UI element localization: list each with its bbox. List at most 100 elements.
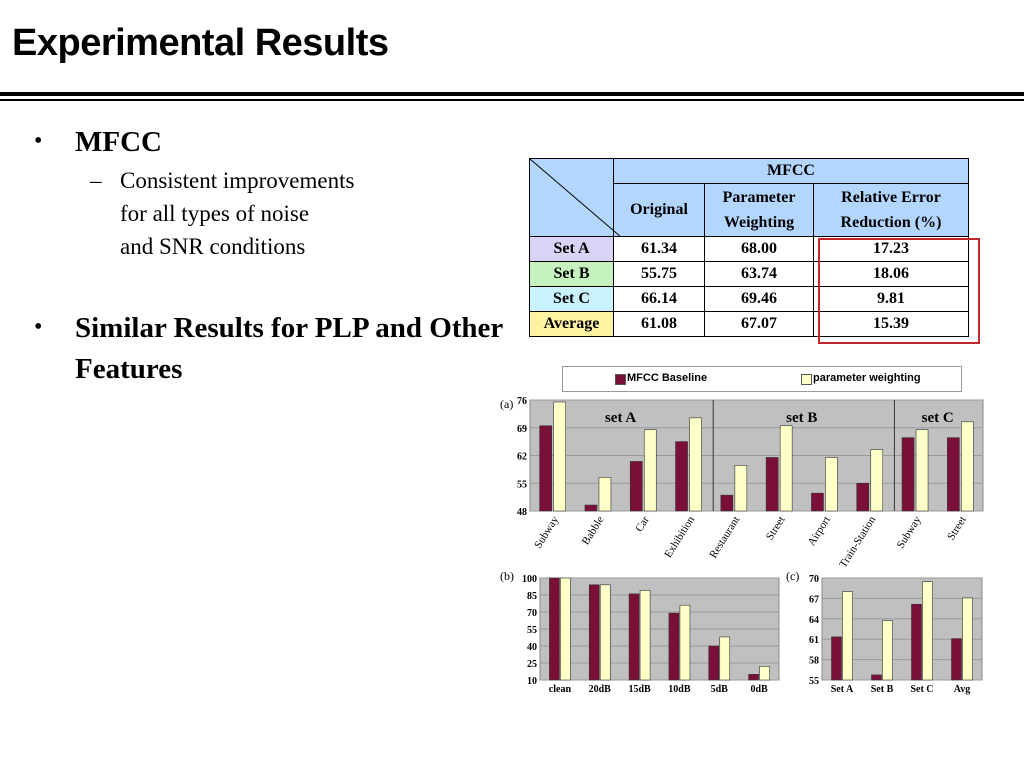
x-tick-label: Babble (580, 514, 607, 547)
bar-weighting (779, 425, 793, 512)
results-table: MFCC Original Parameter Weighting Relati… (529, 158, 969, 337)
y-tick-label: 85 (527, 591, 537, 602)
x-tick-label: 10dB (668, 684, 691, 695)
col-weighting: Parameter Weighting (704, 183, 814, 237)
plot-area (539, 577, 780, 681)
bar-baseline (629, 461, 643, 512)
title-rule-thin (0, 99, 1024, 101)
bar-weighting (639, 590, 651, 681)
bar-baseline (748, 674, 759, 681)
bar-baseline (708, 645, 720, 681)
bullet-glyph: • (34, 314, 43, 340)
bar-weighting (719, 636, 731, 681)
title-rule-thick (0, 92, 1024, 96)
corner-cell (529, 158, 621, 237)
cell-weighting: 68.00 (704, 236, 814, 262)
y-tick-label: 62 (517, 452, 527, 463)
bullet-plp: Similar Results for PLP and Other Featur… (75, 312, 503, 385)
bar-baseline (628, 593, 640, 681)
x-tick-label: Set B (871, 684, 894, 695)
cell-reduction: 17.23 (813, 236, 969, 262)
bar-baseline (947, 437, 960, 512)
bar-weighting (759, 666, 770, 681)
bar-weighting (870, 449, 884, 512)
bar-weighting (560, 577, 571, 681)
plot-area (529, 399, 984, 512)
row-label-average: Average (529, 311, 614, 337)
diagonal-line (530, 159, 621, 237)
col-reduction: Relative Error Reduction (%) (813, 183, 969, 237)
bar-baseline (911, 603, 922, 681)
bar-baseline (675, 441, 688, 512)
x-tick-label: 15dB (628, 684, 651, 695)
bar-baseline (831, 636, 842, 681)
bar-weighting (825, 457, 838, 512)
panel-label: (a) (500, 397, 513, 411)
bar-baseline (765, 457, 779, 512)
bar-baseline (584, 504, 598, 512)
y-tick-label: 58 (809, 656, 819, 667)
group-label: set C (922, 410, 954, 426)
row-label-set-b: Set B (529, 261, 614, 287)
y-tick-label: 40 (527, 642, 537, 653)
x-tick-label: Car (633, 514, 652, 534)
slide-title: Experimental Results (12, 22, 389, 64)
y-tick-label: 61 (809, 635, 819, 646)
y-tick-label: 67 (809, 594, 819, 605)
bar-weighting (915, 429, 929, 512)
legend-swatch-baseline (615, 374, 626, 385)
y-tick-label: 10 (527, 676, 537, 687)
cell-original: 55.75 (613, 261, 705, 287)
group-label: set A (605, 410, 636, 426)
bar-baseline (901, 437, 915, 512)
panel-label: (c) (786, 569, 799, 583)
bar-weighting (598, 477, 612, 512)
bar-weighting (643, 429, 657, 512)
x-tick-label: 5dB (711, 684, 729, 695)
bar-weighting (962, 597, 973, 681)
cell-weighting: 67.07 (704, 311, 814, 337)
row-label-set-c: Set C (529, 286, 614, 312)
y-tick-label: 70 (809, 574, 819, 585)
x-tick-label: Airport (806, 514, 833, 548)
bar-weighting (679, 604, 691, 681)
x-tick-label: Street (764, 514, 788, 542)
sub-bullet-text: Consistent improvements for all types of… (120, 168, 355, 259)
cell-weighting: 69.46 (704, 286, 814, 312)
bar-baseline (549, 577, 560, 681)
bar-baseline (720, 494, 734, 512)
cell-reduction: 15.39 (813, 311, 969, 337)
x-tick-label: Street (945, 514, 969, 542)
x-tick-label: clean (549, 684, 572, 695)
y-tick-label: 69 (517, 424, 527, 435)
bullet-glyph: • (34, 128, 43, 154)
bullet-mfcc: MFCC (75, 126, 162, 158)
x-tick-label: 0dB (750, 684, 768, 695)
x-tick-label: Avg (954, 684, 970, 695)
x-tick-label: Restaurant (707, 514, 742, 560)
group-header: MFCC (613, 158, 969, 184)
cell-original: 66.14 (613, 286, 705, 312)
cell-original: 61.08 (613, 311, 705, 337)
col-original: Original (613, 183, 705, 237)
bar-baseline (856, 482, 870, 512)
x-tick-label: Set C (910, 684, 933, 695)
cell-weighting: 63.74 (704, 261, 814, 287)
y-tick-label: 70 (527, 608, 537, 619)
legend-label-weighting: parameter weighting (813, 372, 921, 384)
bar-weighting (961, 421, 974, 512)
chart-legend: MFCC Baseline parameter weighting (562, 366, 962, 392)
y-tick-label: 48 (517, 507, 527, 518)
y-tick-label: 64 (809, 615, 819, 626)
cell-reduction: 9.81 (813, 286, 969, 312)
bar-baseline (811, 492, 824, 512)
dash-glyph: – (90, 168, 102, 193)
bar-weighting (599, 584, 611, 681)
x-tick-label: Set A (831, 684, 854, 695)
y-tick-label: 25 (527, 659, 537, 670)
y-tick-label: 76 (517, 396, 527, 407)
cell-reduction: 18.06 (813, 261, 969, 287)
bar-weighting (882, 620, 893, 681)
y-tick-label: 55 (809, 676, 819, 687)
bar-baseline (871, 674, 882, 681)
